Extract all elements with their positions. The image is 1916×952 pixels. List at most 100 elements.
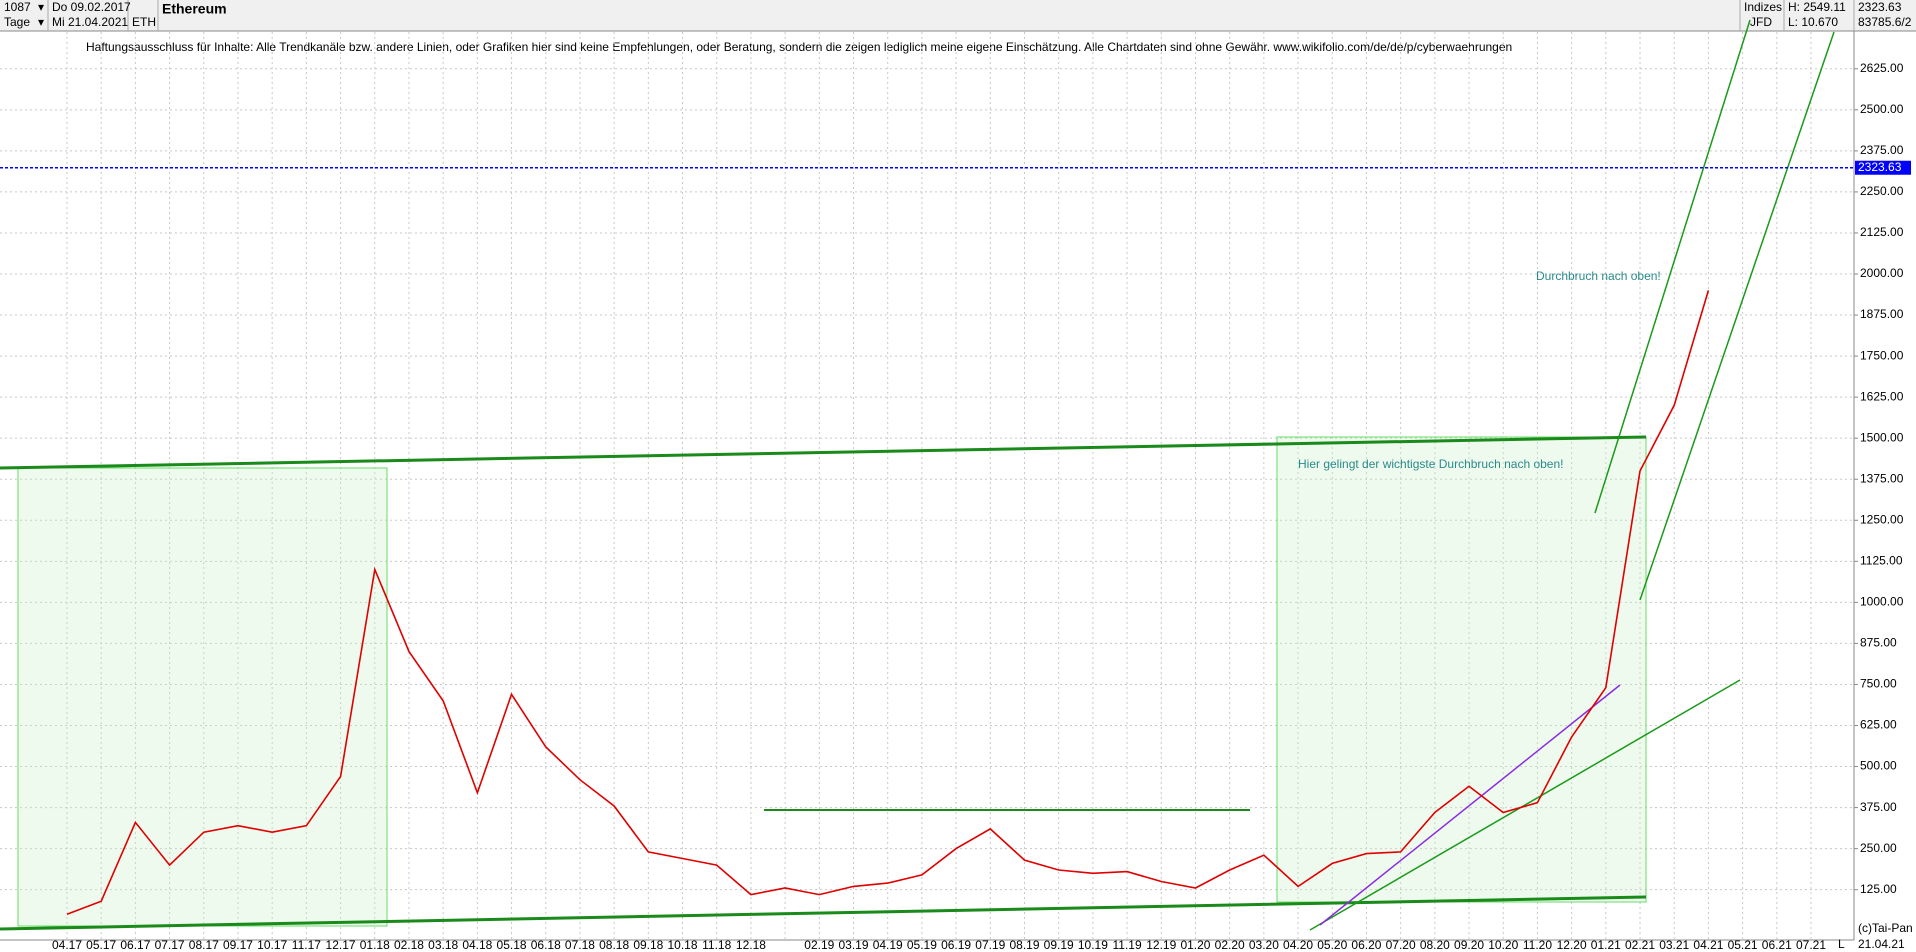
x-tick-label: 11.20 (1523, 938, 1552, 952)
x-tick-label: 10.17 (257, 938, 287, 952)
trend-line (1309, 679, 1741, 931)
x-tick-label: 06.20 (1351, 938, 1381, 952)
trend-line (0, 895, 1647, 931)
symbol: ETH (132, 15, 156, 29)
y-tick-label: 1375.00 (1860, 471, 1904, 485)
x-tick-label: 12.20 (1557, 938, 1587, 952)
x-tick-label: 07.17 (155, 938, 185, 952)
x-tick-label: 03.20 (1249, 938, 1279, 952)
y-tick-label: 2625.00 (1860, 61, 1904, 75)
x-tick-label: 03.21 (1659, 938, 1689, 952)
x-tick-label: 11.19 (1113, 938, 1142, 952)
x-tick-label: 01.20 (1180, 938, 1210, 952)
x-tick-label: 05.17 (86, 938, 116, 952)
y-tick-label: 750.00 (1860, 677, 1897, 691)
y-tick-label: 625.00 (1860, 718, 1897, 732)
y-tick-label: 250.00 (1860, 841, 1897, 855)
x-tick-label: 08.19 (1009, 938, 1039, 952)
x-tick-label: 06.17 (120, 938, 150, 952)
x-tick-label: 06.21 (1762, 938, 1792, 952)
annotation: Hier gelingt der wichtigste Durchbruch n… (1298, 457, 1563, 471)
header-bar (0, 0, 1916, 31)
footer-date: 21.04.21 (1858, 937, 1905, 951)
trend-line (1319, 684, 1621, 926)
y-tick-label: 1000.00 (1860, 595, 1904, 609)
copyright: (c)Tai-Pan (1858, 921, 1913, 935)
trend-line (1639, 31, 1835, 601)
x-tick-label: 04.21 (1693, 938, 1723, 952)
x-tick-label: 03.18 (428, 938, 458, 952)
y-tick-label: 1125.00 (1860, 553, 1903, 567)
range-box (1276, 436, 1647, 903)
y-tick-label: 2250.00 (1860, 184, 1904, 198)
trend-line (0, 435, 1647, 470)
from-date: Do 09.02.2017 (52, 0, 131, 14)
x-tick-label: 10.18 (668, 938, 698, 952)
high: H: 2549.11 (1788, 0, 1846, 14)
x-tick-label: 02.19 (804, 938, 834, 952)
x-tick-label: 06.18 (531, 938, 561, 952)
y-tick-label: 1750.00 (1860, 348, 1904, 362)
bars-count[interactable]: 1087 (4, 0, 31, 14)
x-tick-label: 05.20 (1317, 938, 1347, 952)
x-tick-label: 07.18 (565, 938, 595, 952)
dropdown-arrow[interactable]: ▾ (38, 15, 44, 29)
x-tick-label: 02.18 (394, 938, 424, 952)
y-tick-label: 2000.00 (1860, 266, 1904, 280)
x-tick-label: 07.21 (1796, 938, 1826, 952)
x-tick-label: 12.19 (1146, 938, 1176, 952)
x-tick-label: 04.17 (52, 938, 82, 952)
x-tick-label: 04.20 (1283, 938, 1313, 952)
y-tick-label: 2375.00 (1860, 143, 1904, 157)
x-tick-label: 07.20 (1386, 938, 1416, 952)
volume: 83785.6/2 (1858, 15, 1912, 29)
y-tick-label: 2125.00 (1860, 225, 1904, 239)
x-tick-label: 08.17 (189, 938, 219, 952)
group: Indizes (1744, 0, 1782, 14)
x-tick-label: 05.18 (497, 938, 527, 952)
y-tick-label: 1625.00 (1860, 389, 1904, 403)
low: L: 10.670 (1788, 15, 1838, 29)
x-tick-label: 03.19 (838, 938, 868, 952)
y-tick-label: 375.00 (1860, 800, 1897, 814)
x-tick-label: 12.18 (736, 938, 766, 952)
y-tick-label: 1875.00 (1860, 307, 1904, 321)
scale-mode: L (1838, 937, 1845, 951)
y-tick-label: 125.00 (1860, 882, 1897, 896)
range-box (17, 467, 388, 927)
x-tick-label: 05.21 (1728, 938, 1758, 952)
current-price-label: 2323.63 (1858, 160, 1902, 174)
x-tick-label: 08.18 (599, 938, 629, 952)
x-tick-label: 12.17 (326, 938, 356, 952)
last-price: 2323.63 (1858, 0, 1902, 14)
x-tick-label: 07.19 (975, 938, 1005, 952)
interval[interactable]: Tage (4, 15, 30, 29)
x-tick-label: 01.21 (1591, 938, 1621, 952)
x-tick-label: 08.20 (1420, 938, 1450, 952)
x-tick-label: 06.19 (941, 938, 971, 952)
x-tick-label: 02.21 (1625, 938, 1655, 952)
disclaimer: Haftungsausschluss für Inhalte: Alle Tre… (86, 40, 1512, 54)
to-date: Mi 21.04.2021 (52, 15, 128, 29)
x-tick-label: 09.17 (223, 938, 253, 952)
exchange: JFD (1750, 15, 1772, 29)
x-tick-label: 05.19 (907, 938, 937, 952)
chart-title: Ethereum (162, 1, 227, 17)
dropdown-arrow[interactable]: ▾ (38, 0, 44, 14)
x-tick-label: 10.19 (1078, 938, 1108, 952)
x-tick-label: 09.19 (1044, 938, 1074, 952)
x-tick-label: 04.18 (462, 938, 492, 952)
x-tick-label: 04.19 (873, 938, 903, 952)
y-tick-label: 1500.00 (1860, 430, 1904, 444)
x-tick-label: 01.18 (360, 938, 390, 952)
x-tick-label: 11.18 (702, 938, 731, 952)
trend-line (1594, 19, 1751, 514)
y-tick-label: 1250.00 (1860, 512, 1904, 526)
y-tick-label: 2500.00 (1860, 102, 1904, 116)
annotation: Durchbruch nach oben! (1536, 269, 1661, 283)
x-tick-label: 02.20 (1215, 938, 1245, 952)
current-price-box (1855, 160, 1911, 175)
y-tick-label: 500.00 (1860, 759, 1897, 773)
x-tick-label: 11.17 (292, 938, 321, 952)
